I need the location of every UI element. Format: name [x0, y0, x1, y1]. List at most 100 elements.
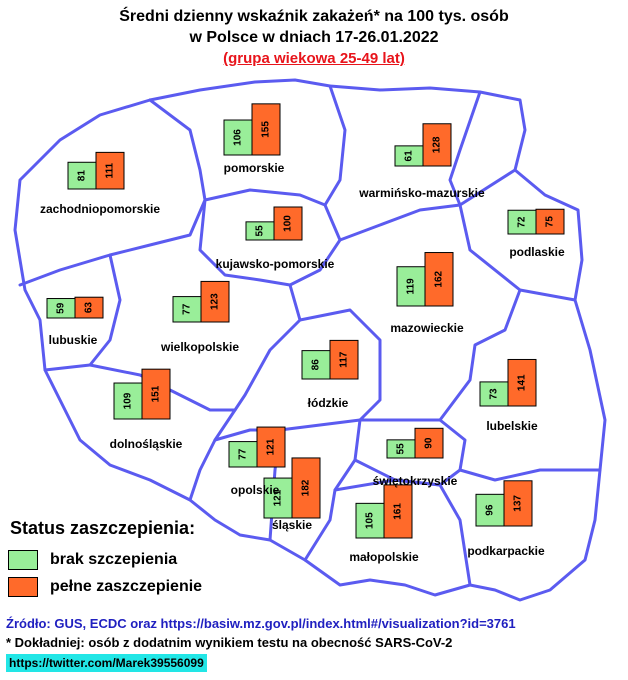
border-zachpom-pom: [148, 98, 207, 202]
value-label-vaccinated-kujawsko-pomorskie: 100: [283, 215, 294, 232]
bar-unvaccinated-wielkopolskie: [172, 296, 202, 323]
region-label-swietokrzyskie: świętokrzyskie: [373, 474, 458, 488]
value-label-vaccinated-lubuskie: 63: [84, 302, 95, 314]
region-label-lubelskie: lubelskie: [486, 419, 538, 433]
bar-unvaccinated-mazowieckie: [396, 266, 426, 307]
bar-vaccinated-kujawsko-pomorskie: [273, 206, 303, 241]
region-label-slaskie: śląskie: [272, 518, 312, 532]
border-podl-maz: [458, 203, 577, 302]
value-label-vaccinated-podlaskie: 75: [545, 216, 556, 228]
border-zach-wlkp: [18, 198, 207, 287]
subtitle-age-group: (grupa wiekowa 25-49 lat): [223, 50, 405, 67]
bar-vaccinated-warminsko-mazurskie: [422, 123, 452, 167]
value-label-unvaccinated-lubelskie: 73: [489, 388, 500, 400]
region-label-podlaskie: podlaskie: [509, 245, 565, 259]
value-label-unvaccinated-zachodniopomorskie: 81: [77, 170, 88, 182]
bar-vaccinated-podlaskie: [535, 208, 565, 235]
region-label-wielkopolskie: wielkopolskie: [160, 340, 239, 354]
bar-vaccinated-lubelskie: [507, 358, 537, 407]
legend-swatch-vaccinated: [8, 577, 38, 597]
value-label-unvaccinated-swietokrzyskie: 55: [396, 443, 407, 455]
region-label-malopolskie: małopolskie: [349, 550, 419, 564]
value-label-unvaccinated-podlaskie: 72: [517, 216, 528, 228]
region-label-zachodniopomorskie: zachodniopomorskie: [40, 202, 160, 216]
bar-unvaccinated-slaskie: [263, 477, 293, 519]
legend-label-unvaccinated: brak szczepienia: [50, 551, 178, 568]
bar-unvaccinated-lodzkie: [301, 350, 331, 380]
legend-item-vaccinated: pełne zaszczepienie: [8, 577, 202, 597]
legend-title: Status zaszczepienia:: [10, 518, 196, 538]
border-kuj: [198, 188, 342, 287]
bar-vaccinated-mazowieckie: [424, 252, 454, 307]
value-label-vaccinated-lubelskie: 141: [517, 374, 528, 391]
bar-vaccinated-slaskie: [291, 457, 321, 519]
value-label-unvaccinated-opolskie: 77: [238, 448, 249, 460]
region-label-lodzkie: łódzkie: [308, 396, 349, 410]
value-label-vaccinated-lodzkie: 117: [339, 351, 350, 368]
value-label-unvaccinated-lodzkie: 86: [311, 359, 322, 371]
region-label-pomorskie: pomorskie: [224, 161, 285, 175]
bar-vaccinated-malopolskie: [383, 484, 413, 539]
value-label-unvaccinated-slaskie: 121: [273, 489, 284, 506]
value-label-unvaccinated-lubuskie: 59: [56, 302, 67, 314]
border-maz-lodz: [298, 308, 382, 422]
country-border: [13, 78, 607, 602]
value-label-vaccinated-zachodniopomorskie: 111: [105, 162, 116, 178]
bar-unvaccinated-zachodniopomorskie: [67, 161, 97, 190]
value-label-vaccinated-wielkopolskie: 123: [210, 293, 221, 310]
bar-unvaccinated-opolskie: [228, 441, 258, 468]
source-text[interactable]: Źródło: GUS, ECDC oraz https://basiw.mz.…: [6, 616, 516, 631]
border-maz-lubel: [438, 288, 522, 422]
value-label-unvaccinated-pomorskie: 106: [233, 129, 244, 146]
bar-vaccinated-wielkopolskie: [200, 280, 230, 323]
border-lub-wlkp: [43, 253, 122, 372]
twitter-link[interactable]: https://twitter.com/Marek39556099: [6, 654, 207, 672]
region-label-dolnoslaskie: dolnośląskie: [110, 437, 183, 451]
region-label-podkarpackie: podkarpackie: [467, 544, 545, 558]
bar-unvaccinated-malopolskie: [355, 502, 385, 539]
border-pom-warm: [323, 84, 347, 207]
legend-swatch-unvaccinated: [8, 550, 38, 570]
bar-vaccinated-lubuskie: [74, 296, 104, 319]
value-label-unvaccinated-malopolskie: 105: [365, 512, 376, 529]
value-label-unvaccinated-dolnoslaskie: 109: [123, 392, 134, 409]
value-label-vaccinated-slaskie: 182: [301, 479, 312, 496]
bar-vaccinated-lodzkie: [329, 339, 359, 380]
footnote: * Dokładniej: osób z dodatnim wynikiem t…: [6, 635, 453, 650]
border-wlkp-lodz: [233, 283, 302, 412]
bar-unvaccinated-pomorskie: [223, 119, 253, 156]
bar-unvaccinated-lubelskie: [479, 381, 509, 407]
region-label-kujawsko-pomorskie: kujawsko-pomorskie: [216, 257, 335, 271]
title-line-2: w Polsce w dniach 17-26.01.2022: [189, 29, 439, 46]
value-label-vaccinated-pomorskie: 155: [261, 121, 272, 138]
bar-vaccinated-pomorskie: [251, 103, 281, 156]
border-maz-west: [338, 203, 462, 242]
value-label-vaccinated-dolnoslaskie: 151: [151, 385, 162, 402]
border-warm-podl: [448, 90, 517, 207]
region-label-warminsko-mazurskie: warmińsko-mazurskie: [358, 186, 485, 200]
value-label-vaccinated-mazowieckie: 162: [434, 270, 445, 287]
value-label-vaccinated-warminsko-mazurskie: 128: [432, 136, 443, 153]
value-label-vaccinated-malopolskie: 161: [393, 503, 404, 520]
bar-vaccinated-zachodniopomorskie: [95, 151, 125, 190]
value-label-unvaccinated-wielkopolskie: 77: [182, 303, 193, 315]
bar-vaccinated-dolnoslaskie: [141, 368, 171, 420]
bar-vaccinated-swietokrzyskie: [414, 427, 444, 459]
region-label-opolskie: opolskie: [231, 483, 280, 497]
value-label-unvaccinated-podkarpackie: 96: [485, 504, 496, 516]
value-label-vaccinated-swietokrzyskie: 90: [424, 437, 435, 449]
value-label-unvaccinated-kujawsko-pomorskie: 55: [255, 225, 266, 237]
legend-label-vaccinated: pełne zaszczepienie: [50, 578, 203, 595]
value-label-unvaccinated-warminsko-mazurskie: 61: [404, 150, 415, 162]
bar-vaccinated-podkarpackie: [503, 480, 533, 527]
bar-unvaccinated-dolnoslaskie: [113, 382, 143, 420]
region-label-mazowieckie: mazowieckie: [390, 321, 464, 335]
region-label-lubuskie: lubuskie: [49, 333, 98, 347]
value-label-vaccinated-podkarpackie: 137: [513, 495, 524, 512]
value-label-unvaccinated-mazowieckie: 119: [406, 278, 417, 295]
border-malo: [333, 478, 472, 587]
value-label-vaccinated-opolskie: 121: [266, 438, 277, 455]
legend-item-unvaccinated: brak szczepienia: [8, 550, 177, 570]
border-podk: [458, 468, 602, 482]
